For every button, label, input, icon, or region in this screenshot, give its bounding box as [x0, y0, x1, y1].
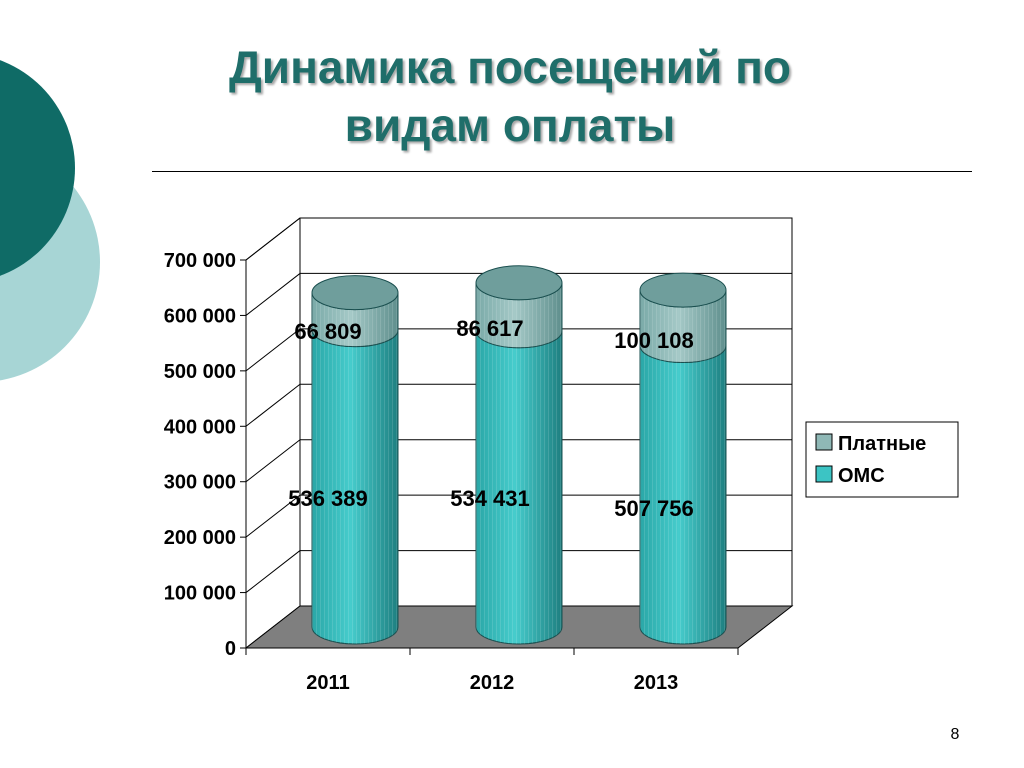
decoration-dark-circle [0, 60, 75, 276]
x-tick-label: 2012 [470, 672, 515, 694]
bar-oms-texture [312, 329, 398, 644]
data-label-oms: 507 756 [614, 496, 694, 521]
legend-label: ОМС [838, 465, 885, 487]
data-label-paid: 86 617 [456, 316, 523, 341]
y-tick-label: 200 000 [164, 527, 236, 549]
data-label-paid: 100 108 [614, 328, 694, 353]
x-tick-label: 2013 [634, 672, 679, 694]
bar-oms-texture [476, 330, 562, 644]
bar-paid-texture [640, 290, 726, 363]
y-tick-label: 0 [225, 638, 236, 660]
y-tick-label: 100 000 [164, 583, 236, 605]
x-tick-label: 2011 [306, 672, 349, 694]
bar-top-cap [475, 265, 563, 301]
title-divider [152, 171, 972, 172]
gridline-side [245, 550, 301, 593]
bar-top-cap [311, 275, 399, 311]
slide-title: Динамика посещений по видам оплаты [229, 41, 791, 151]
page-number: 8 [950, 726, 960, 743]
gridline-side [245, 439, 301, 483]
legend-swatch [815, 433, 833, 451]
y-tick-label: 500 000 [164, 361, 236, 383]
bar-oms-texture [640, 345, 726, 644]
bar-paid-texture [476, 282, 562, 348]
bar-paid-texture [312, 292, 398, 347]
gridline-side [245, 273, 301, 316]
y-tick-label: 400 000 [164, 416, 236, 438]
bar-top-cap [639, 272, 727, 308]
gridline-side [245, 328, 301, 372]
y-tick-label: 600 000 [164, 305, 236, 327]
gridline-side [245, 494, 301, 538]
y-tick-label: 700 000 [164, 250, 236, 272]
slide-decoration [0, 60, 100, 381]
data-label-oms: 536 389 [288, 486, 368, 511]
y-tick-label: 300 000 [164, 472, 236, 494]
legend-label: Платные [838, 433, 926, 455]
chart-legend: Платные ОМС [805, 421, 959, 498]
side-wall-top [245, 217, 301, 261]
data-label-oms: 534 431 [450, 486, 530, 511]
legend-swatch [815, 465, 833, 483]
data-label-paid: 66 809 [294, 319, 361, 344]
gridline-side [245, 383, 301, 427]
